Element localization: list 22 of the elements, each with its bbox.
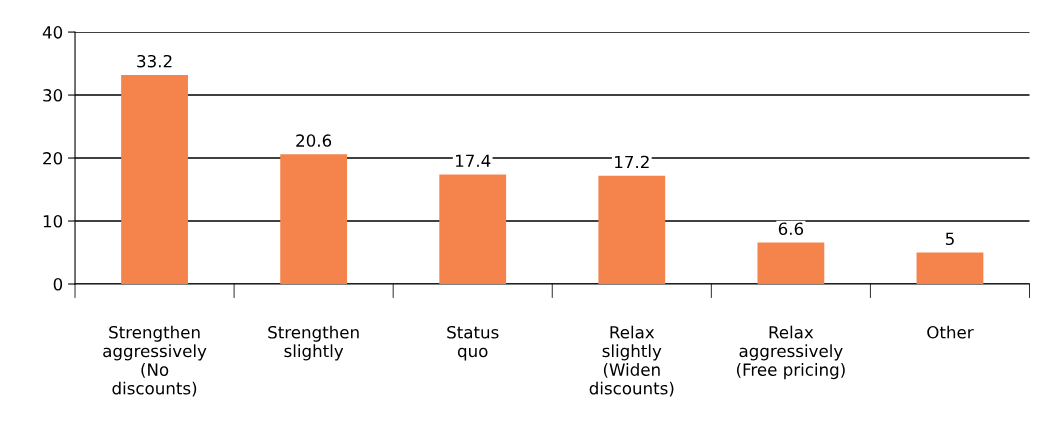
y-tick-label: 0: [53, 277, 63, 291]
y-tick-label: 40: [42, 26, 63, 39]
data-label: 17.2: [615, 155, 649, 169]
data-label: 17.4: [456, 154, 491, 167]
bar: [916, 252, 984, 285]
data-label: 5: [945, 232, 954, 246]
x-tick-label: Relax aggressively (Free pricing): [736, 325, 845, 380]
y-tick-label: 20: [43, 152, 63, 165]
bar: [439, 174, 507, 285]
x-tick-label: Relax slightly (Widen discounts): [589, 325, 674, 397]
bar: [757, 242, 825, 285]
x-tick-label: Strengthen aggressively (No discounts): [103, 325, 207, 397]
x-tick-label: Strengthen slightly: [268, 325, 359, 361]
bar: [598, 175, 666, 285]
data-label: 6.6: [778, 222, 804, 236]
data-label: 20.6: [296, 134, 332, 147]
x-tick-label: Other: [927, 325, 974, 339]
y-tick-label: 30: [43, 89, 63, 102]
bar: [280, 154, 348, 285]
x-tick-label: Status quo: [447, 325, 499, 361]
data-label: 33.2: [137, 54, 172, 68]
y-tick-label: 10: [43, 214, 63, 228]
